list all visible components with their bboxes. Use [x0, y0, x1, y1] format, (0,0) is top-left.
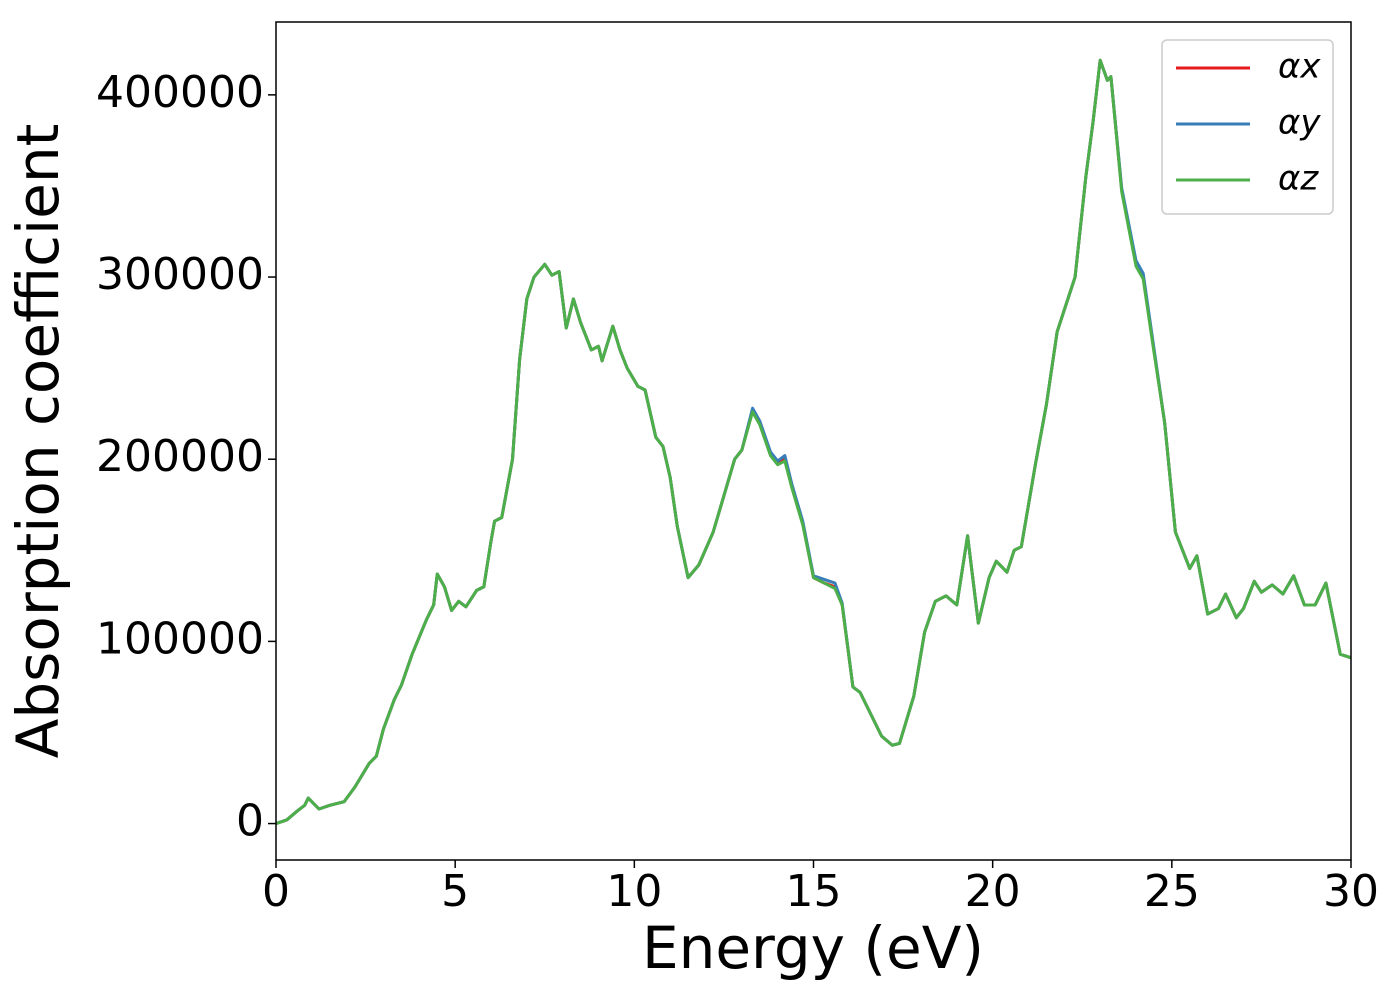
y-tick-label: 300000 — [96, 249, 264, 300]
x-axis-label: Energy (eV) — [642, 914, 984, 982]
x-tick-label: 10 — [606, 866, 662, 917]
y-tick-label: 400000 — [96, 67, 264, 118]
plot-frame — [275, 21, 1352, 861]
y-tick-label: 200000 — [96, 431, 264, 482]
x-tick-label: 5 — [441, 866, 469, 917]
x-tick-label: 25 — [1144, 866, 1200, 917]
legend-label: αy — [1278, 103, 1321, 143]
y-tick-label: 100000 — [96, 613, 264, 664]
legend-label: αz — [1278, 159, 1319, 199]
series-line — [275, 58, 1352, 825]
x-tick-label: 20 — [965, 866, 1021, 917]
x-tick-label: 0 — [262, 866, 290, 917]
legend-label: αx — [1278, 47, 1321, 87]
y-tick-label: 0 — [236, 796, 264, 847]
x-tick-label: 15 — [786, 866, 842, 917]
y-axis-label: Absorption coefficient — [4, 124, 72, 759]
legend-box — [1161, 39, 1334, 215]
x-tick-label: 30 — [1323, 866, 1379, 917]
